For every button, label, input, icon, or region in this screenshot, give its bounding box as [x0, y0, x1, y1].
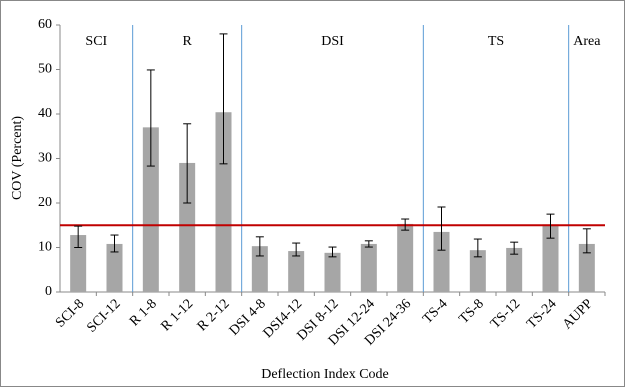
bar [360, 243, 377, 292]
bar [142, 127, 159, 292]
group-label: R [182, 34, 192, 49]
group-label: TS [488, 34, 504, 49]
x-axis-title: Deflection Index Code [261, 367, 389, 382]
bar [70, 235, 87, 292]
y-tick-label: 60 [38, 17, 52, 32]
bar [179, 162, 196, 292]
bar [469, 250, 486, 292]
y-tick-label: 20 [38, 195, 52, 210]
bar [397, 223, 414, 292]
bar [433, 231, 450, 292]
bar [506, 247, 523, 292]
bar [288, 251, 305, 292]
group-label: DSI [321, 34, 344, 49]
bar [106, 243, 123, 292]
bar [251, 246, 268, 292]
bar [578, 243, 595, 292]
y-tick-label: 10 [38, 240, 52, 255]
group-label: Area [573, 34, 601, 49]
bar [215, 112, 232, 292]
y-tick-label: 40 [38, 106, 52, 121]
y-axis-title: COV (Percent) [10, 116, 25, 200]
y-tick-label: 50 [38, 62, 52, 77]
bar [542, 224, 559, 292]
bar [324, 252, 341, 292]
y-tick-label: 0 [45, 284, 52, 299]
y-tick-label: 30 [38, 151, 52, 166]
group-label: SCI [85, 34, 107, 49]
